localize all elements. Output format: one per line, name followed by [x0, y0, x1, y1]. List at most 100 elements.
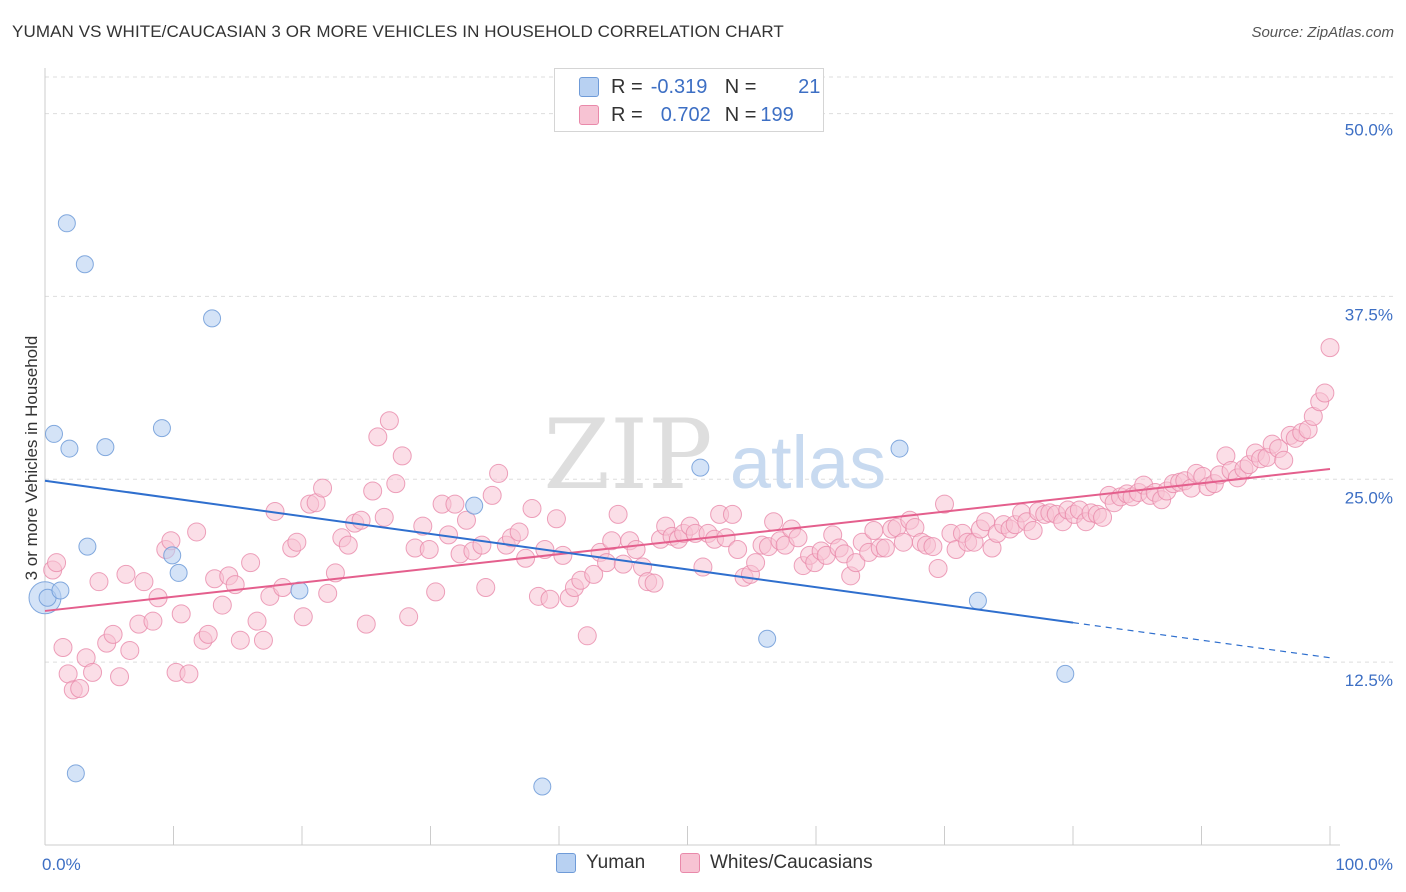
y-tick-label: 25.0%: [1345, 488, 1393, 507]
watermark-zip: ZIP: [543, 399, 712, 511]
legend-n-label: N =: [725, 104, 757, 127]
bottom-legend: Yuman Whites/Caucasians: [0, 852, 1406, 878]
trend-line-yuman-extrapolated: [1073, 623, 1330, 658]
data-point-whites: [510, 523, 528, 541]
data-point-whites: [339, 536, 357, 554]
data-point-whites: [523, 500, 541, 518]
data-point-whites: [375, 508, 393, 526]
bottom-legend-swatch-yuman: [556, 853, 576, 873]
data-point-yuman: [291, 582, 308, 599]
legend-row-yuman: R = -0.319 N = 21: [579, 75, 820, 99]
data-point-yuman: [164, 547, 181, 564]
data-point-yuman: [58, 215, 75, 232]
bottom-legend-whites[interactable]: Whites/Caucasians: [680, 852, 873, 874]
bottom-legend-yuman[interactable]: Yuman: [556, 852, 645, 874]
data-point-whites: [288, 533, 306, 551]
data-point-whites: [242, 554, 260, 572]
data-point-yuman: [61, 440, 78, 457]
data-point-whites: [427, 583, 445, 601]
bottom-legend-label-whites: Whites/Caucasians: [710, 852, 873, 874]
data-point-whites: [84, 663, 102, 681]
legend-r-value-yuman: -0.319: [651, 76, 725, 99]
data-point-whites: [929, 560, 947, 578]
data-point-whites: [54, 639, 72, 657]
scatter-chart: ZIP atlas 12.5%25.0%37.5%50.0%0.0% 100.0%: [0, 0, 1406, 892]
data-point-whites: [231, 631, 249, 649]
data-point-whites: [614, 555, 632, 573]
data-point-whites: [314, 479, 332, 497]
data-point-whites: [364, 482, 382, 500]
data-point-whites: [1094, 508, 1112, 526]
data-point-whites: [473, 536, 491, 554]
data-point-whites: [90, 573, 108, 591]
data-point-whites: [352, 511, 370, 529]
data-point-whites: [1316, 384, 1334, 402]
watermark-atlas: atlas: [730, 421, 886, 504]
data-point-whites: [645, 574, 663, 592]
data-point-whites: [598, 554, 616, 572]
data-point-whites: [894, 533, 912, 551]
data-point-yuman: [153, 420, 170, 437]
data-point-whites: [135, 573, 153, 591]
data-point-whites: [104, 625, 122, 643]
data-point-whites: [765, 513, 783, 531]
data-point-whites: [357, 615, 375, 633]
data-point-whites: [446, 495, 464, 513]
data-point-yuman: [45, 425, 62, 442]
data-point-whites: [121, 641, 139, 659]
data-point-whites: [1024, 521, 1042, 539]
legend-box: R = -0.319 N = 21 R = 0.702 N = 199: [554, 68, 824, 132]
data-point-whites: [71, 679, 89, 697]
data-point-whites: [188, 523, 206, 541]
data-point-whites: [627, 541, 645, 559]
data-point-whites: [369, 428, 387, 446]
data-point-whites: [609, 505, 627, 523]
data-point-whites: [199, 625, 217, 643]
data-point-whites: [477, 579, 495, 597]
data-point-yuman: [759, 630, 776, 647]
data-point-whites: [723, 505, 741, 523]
data-point-whites: [117, 565, 135, 583]
legend-r-value-whites: 0.702: [661, 104, 725, 127]
data-point-yuman: [466, 497, 483, 514]
data-point-whites: [172, 605, 190, 623]
data-point-yuman: [534, 778, 551, 795]
legend-r-label: R =: [611, 76, 643, 99]
data-point-whites: [547, 510, 565, 528]
data-point-whites: [420, 541, 438, 559]
y-tick-label: 50.0%: [1345, 121, 1393, 140]
data-point-whites: [1321, 339, 1339, 357]
data-point-whites: [294, 608, 312, 626]
bottom-legend-label-yuman: Yuman: [586, 852, 645, 874]
data-point-whites: [865, 521, 883, 539]
legend-r-label: R =: [611, 104, 643, 127]
legend-n-value-whites: 199: [760, 104, 793, 127]
legend-n-value-yuman: 21: [756, 76, 820, 99]
data-point-whites: [180, 665, 198, 683]
data-point-whites: [393, 447, 411, 465]
bottom-legend-swatch-whites: [680, 853, 700, 873]
data-point-whites: [111, 668, 129, 686]
y-axis-label: 3 or more Vehicles in Household: [22, 336, 42, 581]
data-point-yuman: [891, 440, 908, 457]
data-point-whites: [876, 539, 894, 557]
data-point-whites: [1275, 451, 1293, 469]
legend-swatch-yuman: [579, 77, 599, 97]
data-point-yuman: [67, 765, 84, 782]
y-tick-label: 12.5%: [1345, 671, 1393, 690]
data-point-whites: [387, 475, 405, 493]
data-point-whites: [213, 596, 231, 614]
data-point-whites: [541, 590, 559, 608]
data-point-whites: [490, 464, 508, 482]
data-point-whites: [789, 529, 807, 547]
legend-row-whites: R = 0.702 N = 199: [579, 103, 794, 127]
data-point-whites: [59, 665, 77, 683]
data-point-whites: [248, 612, 266, 630]
data-point-whites: [924, 538, 942, 556]
data-point-whites: [483, 486, 501, 504]
legend-n-label: N =: [725, 76, 757, 99]
data-point-whites: [48, 554, 66, 572]
data-point-whites: [729, 541, 747, 559]
data-point-yuman: [1057, 665, 1074, 682]
data-point-whites: [144, 612, 162, 630]
